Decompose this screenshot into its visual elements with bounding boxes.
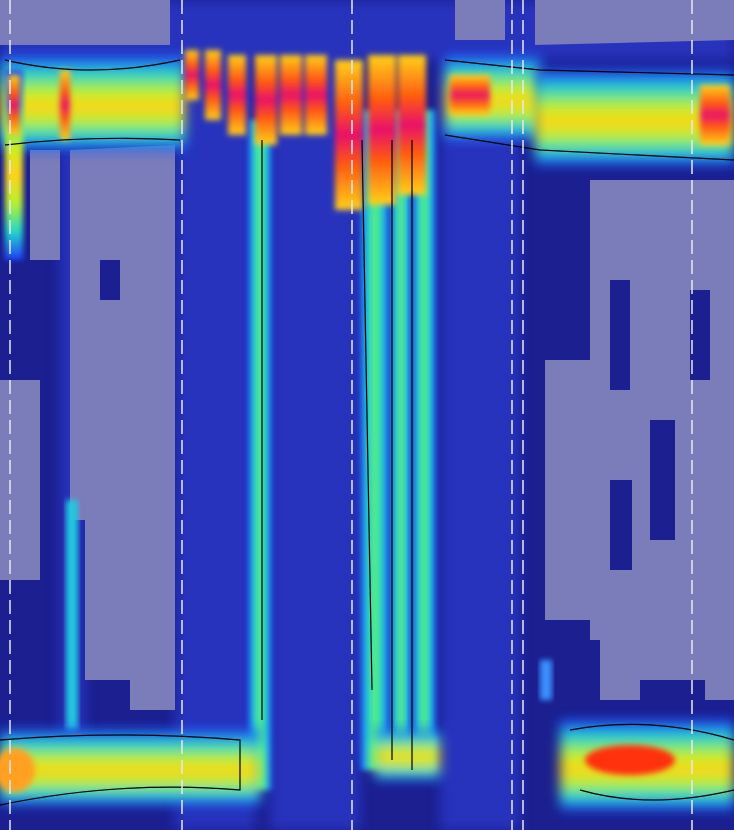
low-region-gaps — [100, 260, 710, 570]
upper-band — [0, 50, 734, 260]
lower-band — [0, 720, 734, 810]
vertical-strips — [66, 110, 552, 790]
contours — [0, 59, 734, 806]
divider-lines — [9, 0, 693, 830]
